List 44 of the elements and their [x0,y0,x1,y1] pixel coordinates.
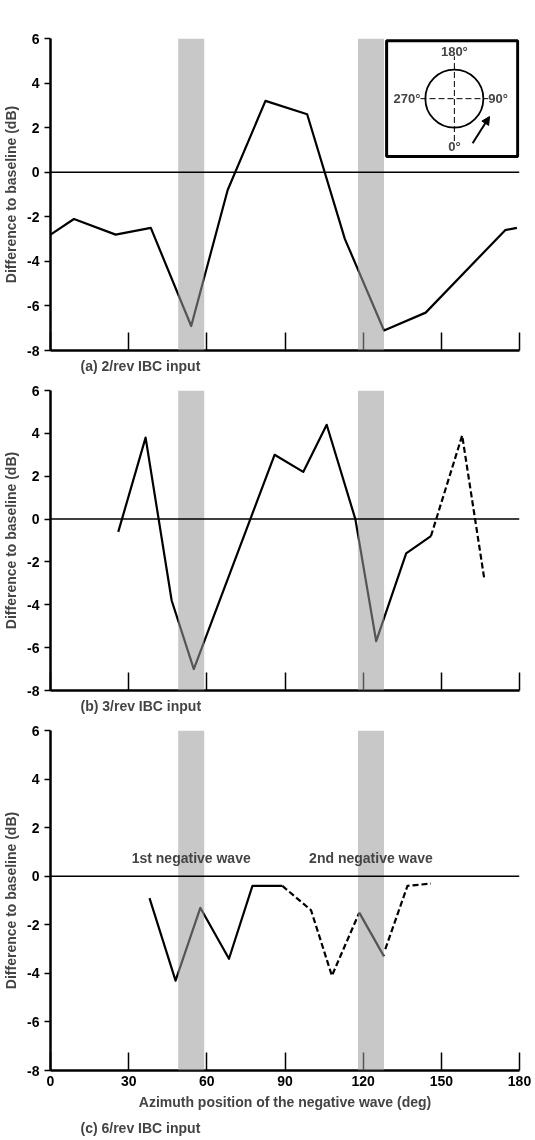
y-tick-label: 6 [31,722,40,739]
y-tick-label: 0 [31,511,40,528]
y-tick-label: -4 [27,253,40,270]
y-tick-label: -6 [27,639,40,656]
y-tick-label: -2 [27,916,40,933]
text: (b) 3/rev IBC input [80,697,202,714]
x-tick-label: 30 [120,1072,137,1089]
y-tick-label: 6 [31,30,40,47]
annotation: 1st negative wave [131,850,251,867]
annotation: 90° [488,91,509,107]
y-tick-label: 6 [31,382,40,399]
x-tick-label: 0 [46,1072,55,1089]
y-tick-label: 4 [31,75,40,92]
y-tick-label: -8 [27,342,40,359]
text: (a) 2/rev IBC input [80,357,201,374]
y-tick-label: -6 [27,297,40,314]
y-tick-label: -8 [27,1062,40,1079]
y-tick-label: 2 [31,468,40,485]
y-tick-label: 4 [31,425,40,442]
x-tick-label: 120 [351,1072,376,1089]
y-tick-label: -4 [27,965,40,982]
x-tick-label: 60 [199,1072,215,1089]
annotation: 270° [393,91,421,107]
x-axis-title: Azimuth position of the negative wave (deg) [138,1093,432,1110]
y-axis-title: Difference to baseline (dB) [3,105,20,284]
x-tick-label: 90 [277,1072,293,1089]
y-tick-label: 0 [31,868,40,885]
text: (c) 6/rev IBC input [80,1119,201,1136]
x-tick-label: 180 [507,1072,532,1089]
y-tick-label: 4 [31,771,40,788]
y-tick-label: -2 [27,208,40,225]
y-tick-label: 2 [31,819,40,836]
y-axis-title: Difference to baseline (dB) [3,451,20,630]
y-tick-label: -2 [27,553,40,570]
annotation: 2nd negative wave [309,850,434,867]
annotation: 0° [448,138,461,154]
y-tick-label: 2 [31,119,40,136]
annotation: 180° [440,43,468,59]
y-tick-label: 0 [31,164,40,181]
y-axis-title: Difference to baseline (dB) [3,811,20,990]
y-tick-label: -4 [27,596,40,613]
x-tick-label: 150 [429,1072,454,1089]
y-tick-label: -8 [27,682,40,699]
y-tick-label: -6 [27,1013,40,1030]
